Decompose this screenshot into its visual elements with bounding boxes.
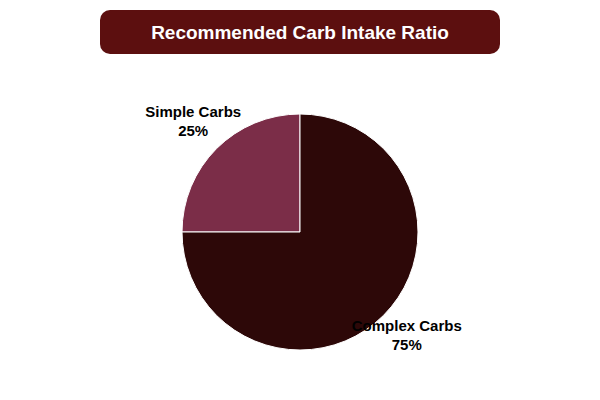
slice-category: Complex Carbs: [352, 317, 462, 334]
chart-svg: Recommended Carb Intake Ratio Simple Carb…: [0, 0, 600, 400]
slice-value-label: 25%: [178, 122, 208, 139]
slice-category: Simple Carbs: [145, 103, 241, 120]
title-box: [100, 10, 500, 54]
chart-title: Recommended Carb Intake Ratio: [151, 22, 449, 43]
slice-label: Simple Carbs 25%: [145, 103, 241, 139]
title-group: Recommended Carb Intake Ratio: [100, 10, 500, 54]
label-group: Simple Carbs 25% Complex Carbs 75%: [145, 103, 462, 353]
slice-value-label: 75%: [392, 336, 422, 353]
pie-group: [182, 114, 418, 350]
pie-slice: [182, 114, 418, 350]
slice-label: Complex Carbs 75%: [352, 317, 462, 353]
